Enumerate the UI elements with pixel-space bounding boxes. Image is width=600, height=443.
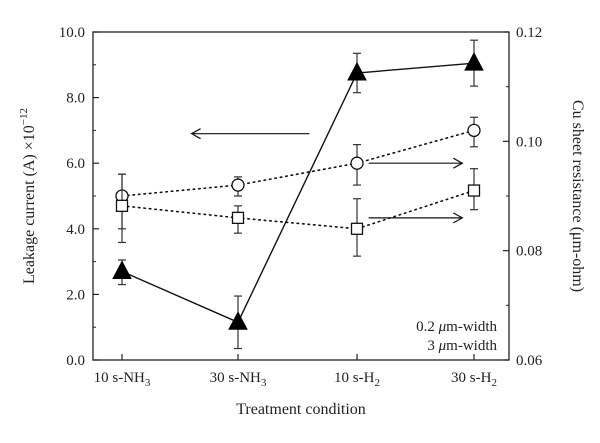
- x-tick-label: 30 s-H2: [451, 370, 497, 389]
- legend-line: 3 μm-width: [427, 338, 497, 354]
- series-square-open: [115, 168, 481, 257]
- data-point-square: [231, 211, 245, 225]
- series-line: [121, 129, 475, 197]
- series-layer: [112, 39, 484, 350]
- y-right-tick-label: 0.10: [516, 134, 542, 150]
- y-right-tick-label: 0.08: [516, 244, 542, 260]
- arrow-left: [190, 128, 310, 140]
- ticks-layer: 0.0 2.0 4.0 6.0 8.0 10.0 0.06 0.08 0.10 0.12 10 s-…: [59, 25, 543, 389]
- y-left-tick-label: 2.0: [66, 287, 85, 303]
- data-point-square: [350, 222, 364, 235]
- legend: 0.2 μm-width 3 μm-width: [416, 319, 497, 354]
- x-axis-title: Treatment condition: [236, 401, 366, 418]
- data-point-circle: [350, 156, 364, 170]
- arrow-head: [453, 212, 464, 224]
- arrow-head: [453, 157, 464, 169]
- arrow-right: [368, 212, 464, 224]
- x-tick-label: 10 s-H2: [334, 370, 380, 389]
- y-left-tick-label: 6.0: [66, 156, 85, 172]
- y-left-tick-label: 0.0: [66, 353, 85, 369]
- series-line: [121, 62, 475, 324]
- x-tick-label: 10 s-NH3: [94, 370, 151, 389]
- plot-frame: [92, 31, 510, 361]
- data-point-square: [115, 199, 129, 212]
- y-right-tick-label: 0.12: [516, 25, 542, 41]
- x-tick-label: 30 s-NH3: [210, 370, 267, 389]
- data-point-square: [467, 184, 481, 197]
- y-left-tick-label: 4.0: [66, 222, 85, 238]
- arrow-right: [368, 157, 464, 169]
- series-line: [121, 189, 475, 230]
- arrows-layer: [190, 128, 464, 224]
- y-left-tick-label: 10.0: [59, 25, 85, 41]
- data-point-triangle: [228, 311, 248, 330]
- arrow-head: [190, 128, 201, 140]
- data-point-triangle: [347, 61, 367, 81]
- data-point-circle: [231, 178, 245, 192]
- data-point-circle: [467, 123, 481, 138]
- y-axis-left-title: Leakage current (A) ×10−12: [18, 108, 38, 284]
- y-axis-right-title: Cu sheet resistance (μm-ohm): [569, 100, 586, 292]
- data-point-triangle: [112, 260, 132, 279]
- data-point-triangle: [464, 52, 484, 71]
- y-left-tick-label: 8.0: [66, 91, 85, 107]
- y-right-tick-label: 0.06: [516, 353, 543, 369]
- series-triangle-filled: [112, 39, 484, 350]
- legend-line: 0.2 μm-width: [416, 319, 497, 335]
